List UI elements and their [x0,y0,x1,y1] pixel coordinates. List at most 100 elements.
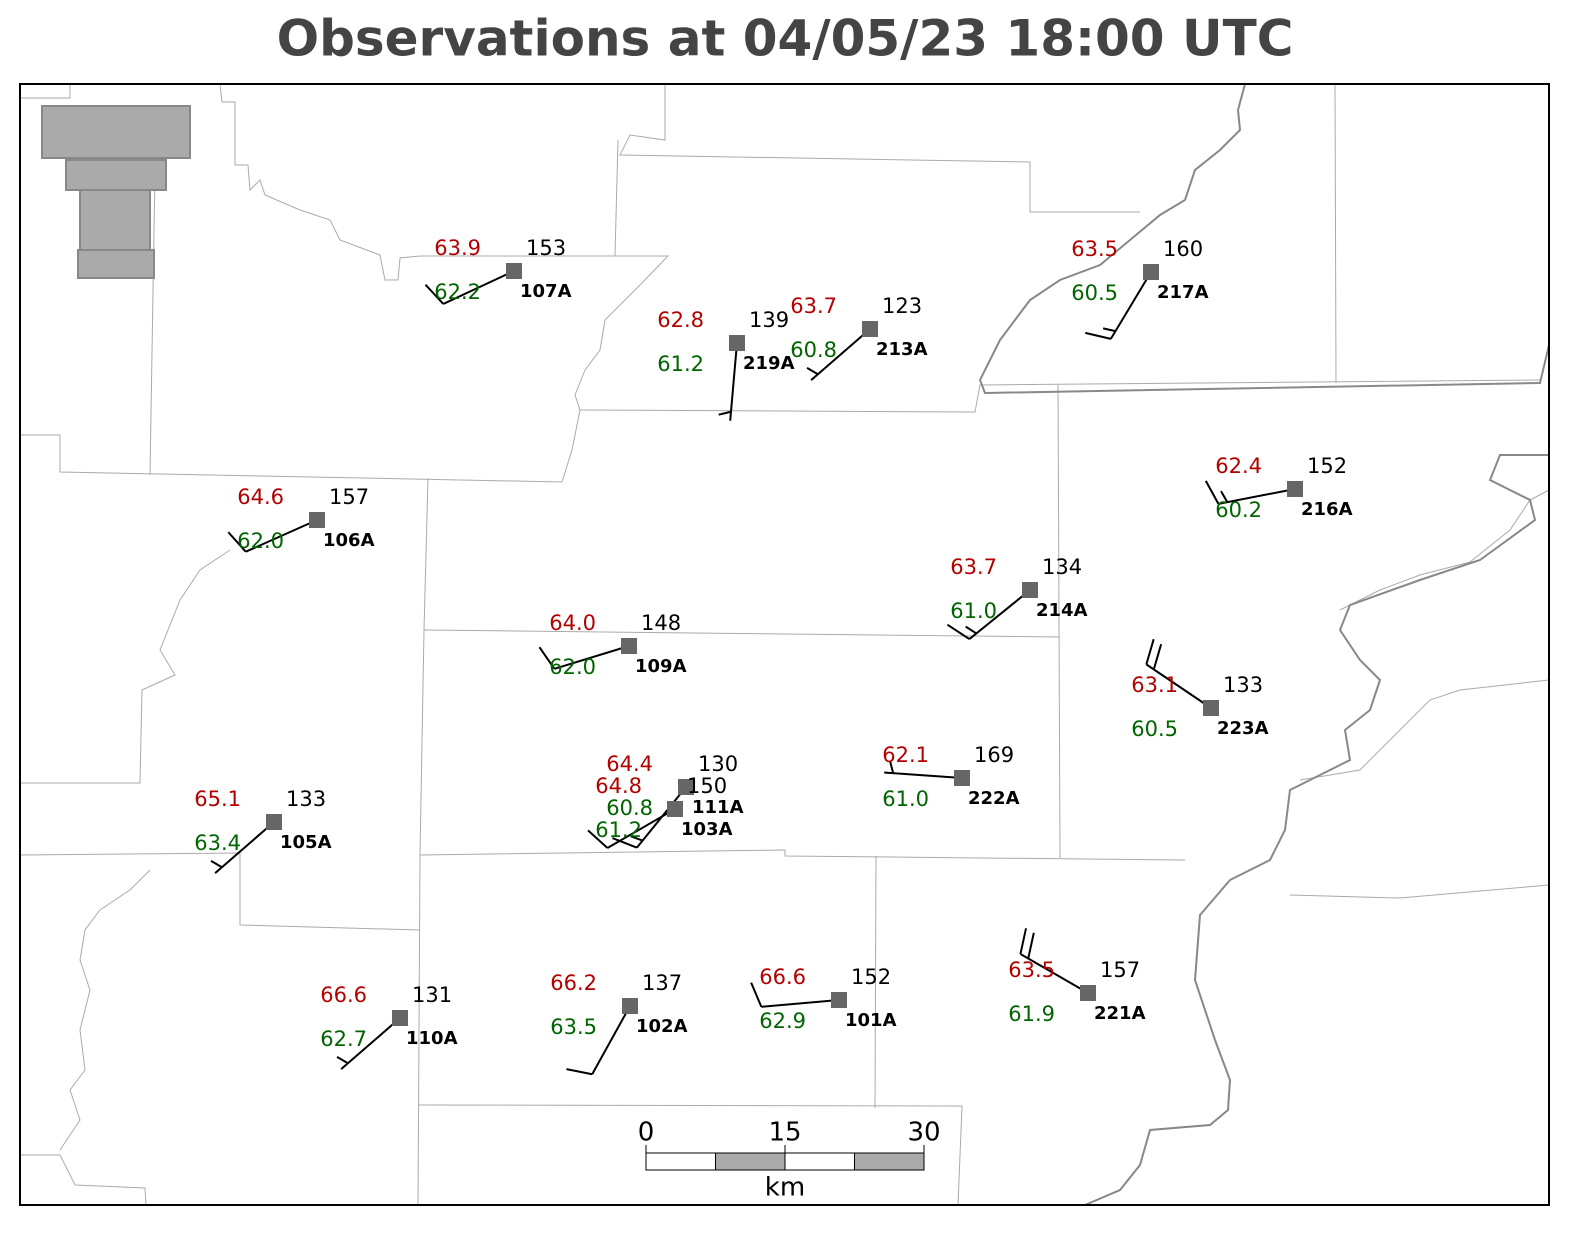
station-marker [1203,700,1219,716]
temperature: 62.4 [1215,454,1262,478]
wind-barb [538,645,630,670]
title: Observations at 04/05/23 18:00 UTC [277,10,1294,68]
station-id: 109A [635,656,687,677]
pressure: 139 [749,308,789,332]
wind-barb [1204,480,1296,505]
barb-path [210,821,275,874]
station-id: 213A [876,339,928,360]
wind-barb [1019,928,1089,994]
scale-segment [715,1152,786,1171]
temperature: 62.8 [657,308,704,332]
station-marker [506,263,522,279]
boundaries [19,83,1550,1206]
dewpoint: 62.7 [320,1027,367,1051]
temperature: 66.2 [550,971,597,995]
pressure: 152 [851,965,891,989]
dewpoint: 62.2 [434,280,481,304]
station-marker [266,814,282,830]
pressure: 130 [698,752,738,776]
pressure: 160 [1163,237,1203,261]
barb-path [1085,271,1152,340]
station-id: 107A [520,281,572,302]
station-id: 110A [406,1028,458,1049]
pressure: 169 [974,743,1014,767]
barb-path [884,760,963,779]
barb-path [1204,480,1296,505]
temperature: 63.9 [434,236,481,260]
station-id: 105A [280,832,332,853]
wind-barb [566,1005,631,1076]
temperature: 63.5 [1071,237,1118,261]
station-id: 111A [692,797,744,818]
station-marker [309,512,325,528]
temperature: 62.1 [882,743,929,767]
scale-segment [784,1152,855,1171]
wind-barb [946,589,1031,640]
temperature: 64.6 [237,485,284,509]
dewpoint: 61.0 [882,787,929,811]
temperature: 63.7 [790,294,837,318]
pressure: 133 [286,787,326,811]
station-marker [729,335,745,351]
temperature: 65.1 [194,787,241,811]
station-marker [392,1010,408,1026]
station-marker [862,321,878,337]
barb-path [718,342,738,421]
wind-barb [884,760,963,779]
rivers [978,83,1550,1206]
temperature: 63.1 [1131,673,1178,697]
barb-path [587,808,676,849]
station-id: 101A [845,1010,897,1031]
dewpoint: 62.9 [759,1009,806,1033]
wind-barb [718,342,738,421]
pressure: 153 [526,236,566,260]
station-marker [831,992,847,1008]
dewpoint: 60.2 [1215,498,1262,522]
pressure: 123 [882,294,922,318]
barb-path [806,328,871,381]
wind-barb [806,328,871,381]
station-id: 221A [1094,1003,1146,1024]
dewpoint: 60.8 [606,796,653,820]
dewpoint: 61.9 [1008,1002,1055,1026]
temperature: 63.5 [1008,958,1055,982]
barb-path [424,270,515,305]
pressure: 150 [687,774,727,798]
temperature: 64.8 [595,774,642,798]
logo [41,105,191,279]
wind-barb [1145,638,1212,709]
pressure: 157 [329,485,369,509]
wind-barb [1085,271,1152,340]
barb-path [566,1005,631,1076]
station-id: 214A [1036,600,1088,621]
dewpoint: 61.2 [595,818,642,842]
pressure: 157 [1100,958,1140,982]
station-id: 216A [1301,499,1353,520]
scale-unit: km [765,1173,805,1203]
dewpoint: 61.2 [657,352,704,376]
station-marker [1143,264,1159,280]
station-marker [622,998,638,1014]
dewpoint: 62.0 [237,529,284,553]
station-marker [621,638,637,654]
station-id: 219A [743,353,795,374]
barb-path [336,1017,401,1070]
barb-path [946,589,1031,640]
wind-barb [587,808,676,849]
station-id: 102A [636,1016,688,1037]
station-id: 106A [323,530,375,551]
station-id: 223A [1217,718,1269,739]
wind-barb [424,270,515,305]
station-id: 222A [968,788,1020,809]
station-marker [1287,481,1303,497]
pressure: 133 [1223,673,1263,697]
dewpoint: 60.5 [1071,281,1118,305]
dewpoint: 60.8 [790,338,837,362]
temperature: 64.4 [606,752,653,776]
station-marker [667,801,683,817]
dewpoint: 61.0 [950,599,997,623]
temperature: 64.0 [549,611,596,635]
barb-path [1019,928,1089,994]
